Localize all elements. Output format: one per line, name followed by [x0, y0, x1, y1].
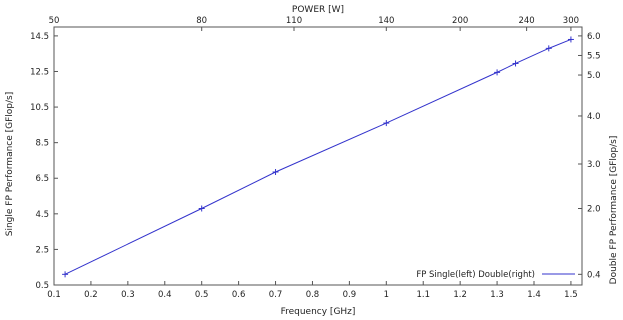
series-layer: [62, 36, 574, 278]
series-line: [64, 38, 572, 275]
right-tick-label: 6.0: [587, 32, 601, 42]
y-axis-title: Single FP Performance [GFlop/s]: [5, 92, 15, 237]
right-tick-label: 5.5: [587, 51, 601, 61]
top-tick-label: 140: [378, 16, 394, 26]
data-point: [383, 120, 390, 127]
data-point: [567, 36, 574, 43]
data-point: [198, 205, 205, 212]
x-tick-label: 0.3: [121, 290, 135, 300]
x-tick-label: 0.7: [269, 290, 283, 300]
plot-frame: [53, 26, 583, 286]
x-tick-label: 0.8: [306, 290, 320, 300]
right-tick-label: 3.0: [587, 160, 601, 170]
right-tick-label: 0.4: [587, 270, 601, 280]
top-tick-label: 80: [196, 16, 207, 26]
y-tick-label: 12.5: [30, 67, 49, 77]
x-tick-label: 1.4: [527, 290, 541, 300]
y-tick-label: 6.5: [35, 174, 49, 184]
right-tick-label: 2.0: [587, 204, 601, 214]
top-tick-label: 240: [518, 16, 534, 26]
top-tick-label: 50: [49, 16, 60, 26]
x-axis-title: Frequency [GHz]: [281, 307, 356, 317]
y-tick-label: 2.5: [35, 245, 49, 255]
legend: FP Single(left) Double(right): [416, 270, 575, 280]
x-tick-label: 0.6: [232, 290, 246, 300]
x-tick-label: 1: [384, 290, 389, 300]
data-point: [62, 271, 69, 278]
x-tick-label: 0.1: [47, 290, 61, 300]
y-tick-label: 14.5: [30, 32, 49, 42]
x-tick-label: 0.9: [343, 290, 357, 300]
data-point: [512, 60, 519, 67]
data-point: [272, 169, 279, 176]
right-tick-label: 4.0: [587, 112, 601, 122]
ticks-layer: 0.1 0.2 0.3 0.4 0.5 0.6 0.7 0.8 0.9 1 1.1 1.2 1.3 1.4…: [30, 16, 600, 300]
y-tick-label: 10.5: [30, 103, 49, 113]
y-tick-label: 0.5: [35, 281, 49, 291]
right-tick-label: 5.0: [587, 71, 601, 81]
top-tick-label: 200: [452, 16, 468, 26]
x-tick-label: 0.4: [158, 290, 172, 300]
data-point: [494, 69, 501, 76]
data-point: [545, 45, 552, 52]
x-tick-label: 1.3: [490, 290, 504, 300]
x-tick-label: 0.2: [84, 290, 98, 300]
x-tick-label: 1.2: [453, 290, 467, 300]
top-tick-label: 110: [286, 16, 302, 26]
x-tick-label: 1.5: [564, 290, 578, 300]
top-axis-title: POWER [W]: [292, 5, 344, 15]
x-tick-label: 0.5: [195, 290, 209, 300]
x-tick-label: 1.1: [416, 290, 430, 300]
top-tick-label: 300: [563, 16, 579, 26]
legend-label: FP Single(left) Double(right): [416, 270, 535, 280]
y-tick-label: 8.5: [35, 139, 49, 149]
right-axis-title: Double FP Performance [GFlop/s]: [609, 136, 619, 285]
y-tick-label: 4.5: [35, 210, 49, 220]
